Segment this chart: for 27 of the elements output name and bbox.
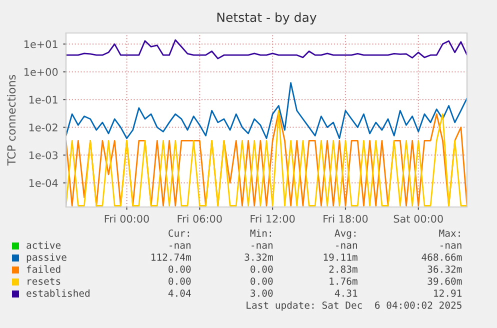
y-tick-label: 1e+01 [24, 40, 58, 48]
legend-label: resets [28, 278, 60, 285]
y-tick-label: 1e-04 [29, 179, 58, 187]
text: -nan -nan -nan -nan [170, 243, 462, 249]
text: 4.04 3.00 4.31 12.91 [168, 289, 462, 297]
text: Last update: Sat Dec 6 04:00:02 2025 [246, 301, 462, 311]
x-tick-label: Fri 18:00 [324, 214, 368, 223]
legend-label: passive [26, 253, 66, 263]
text: 112.74m 3.32m 19.11m 468.66m [152, 253, 462, 261]
line-series [66, 82, 467, 140]
y-tick-label: 1e-01 [29, 96, 58, 104]
x-tick-label: Fri 00:00 [104, 214, 149, 223]
y-tick-label: 1e-02 [29, 124, 58, 132]
y-axis-title: TCP connections [7, 74, 16, 166]
x-tick-label: Fri 06:00 [178, 214, 222, 223]
x-tick-label: Fri 12:00 [250, 214, 295, 223]
text: 0.00 0.00 1.76m 39.60m [168, 277, 462, 285]
text: Cur: Min: Avg: Max: [168, 229, 460, 239]
x-tick-label: Sat 00:00 [394, 214, 443, 223]
y-tick-label: 1e-03 [29, 151, 58, 160]
chart-title: Netstat - by day [217, 12, 316, 24]
legend-label: active [26, 241, 61, 249]
y-tick-label: 1e+00 [24, 68, 58, 76]
text: 0.00 0.00 2.83m 36.32m [168, 265, 462, 273]
legend-label: established [26, 289, 90, 297]
legend-label: failed [26, 265, 60, 273]
line-series [66, 39, 467, 60]
